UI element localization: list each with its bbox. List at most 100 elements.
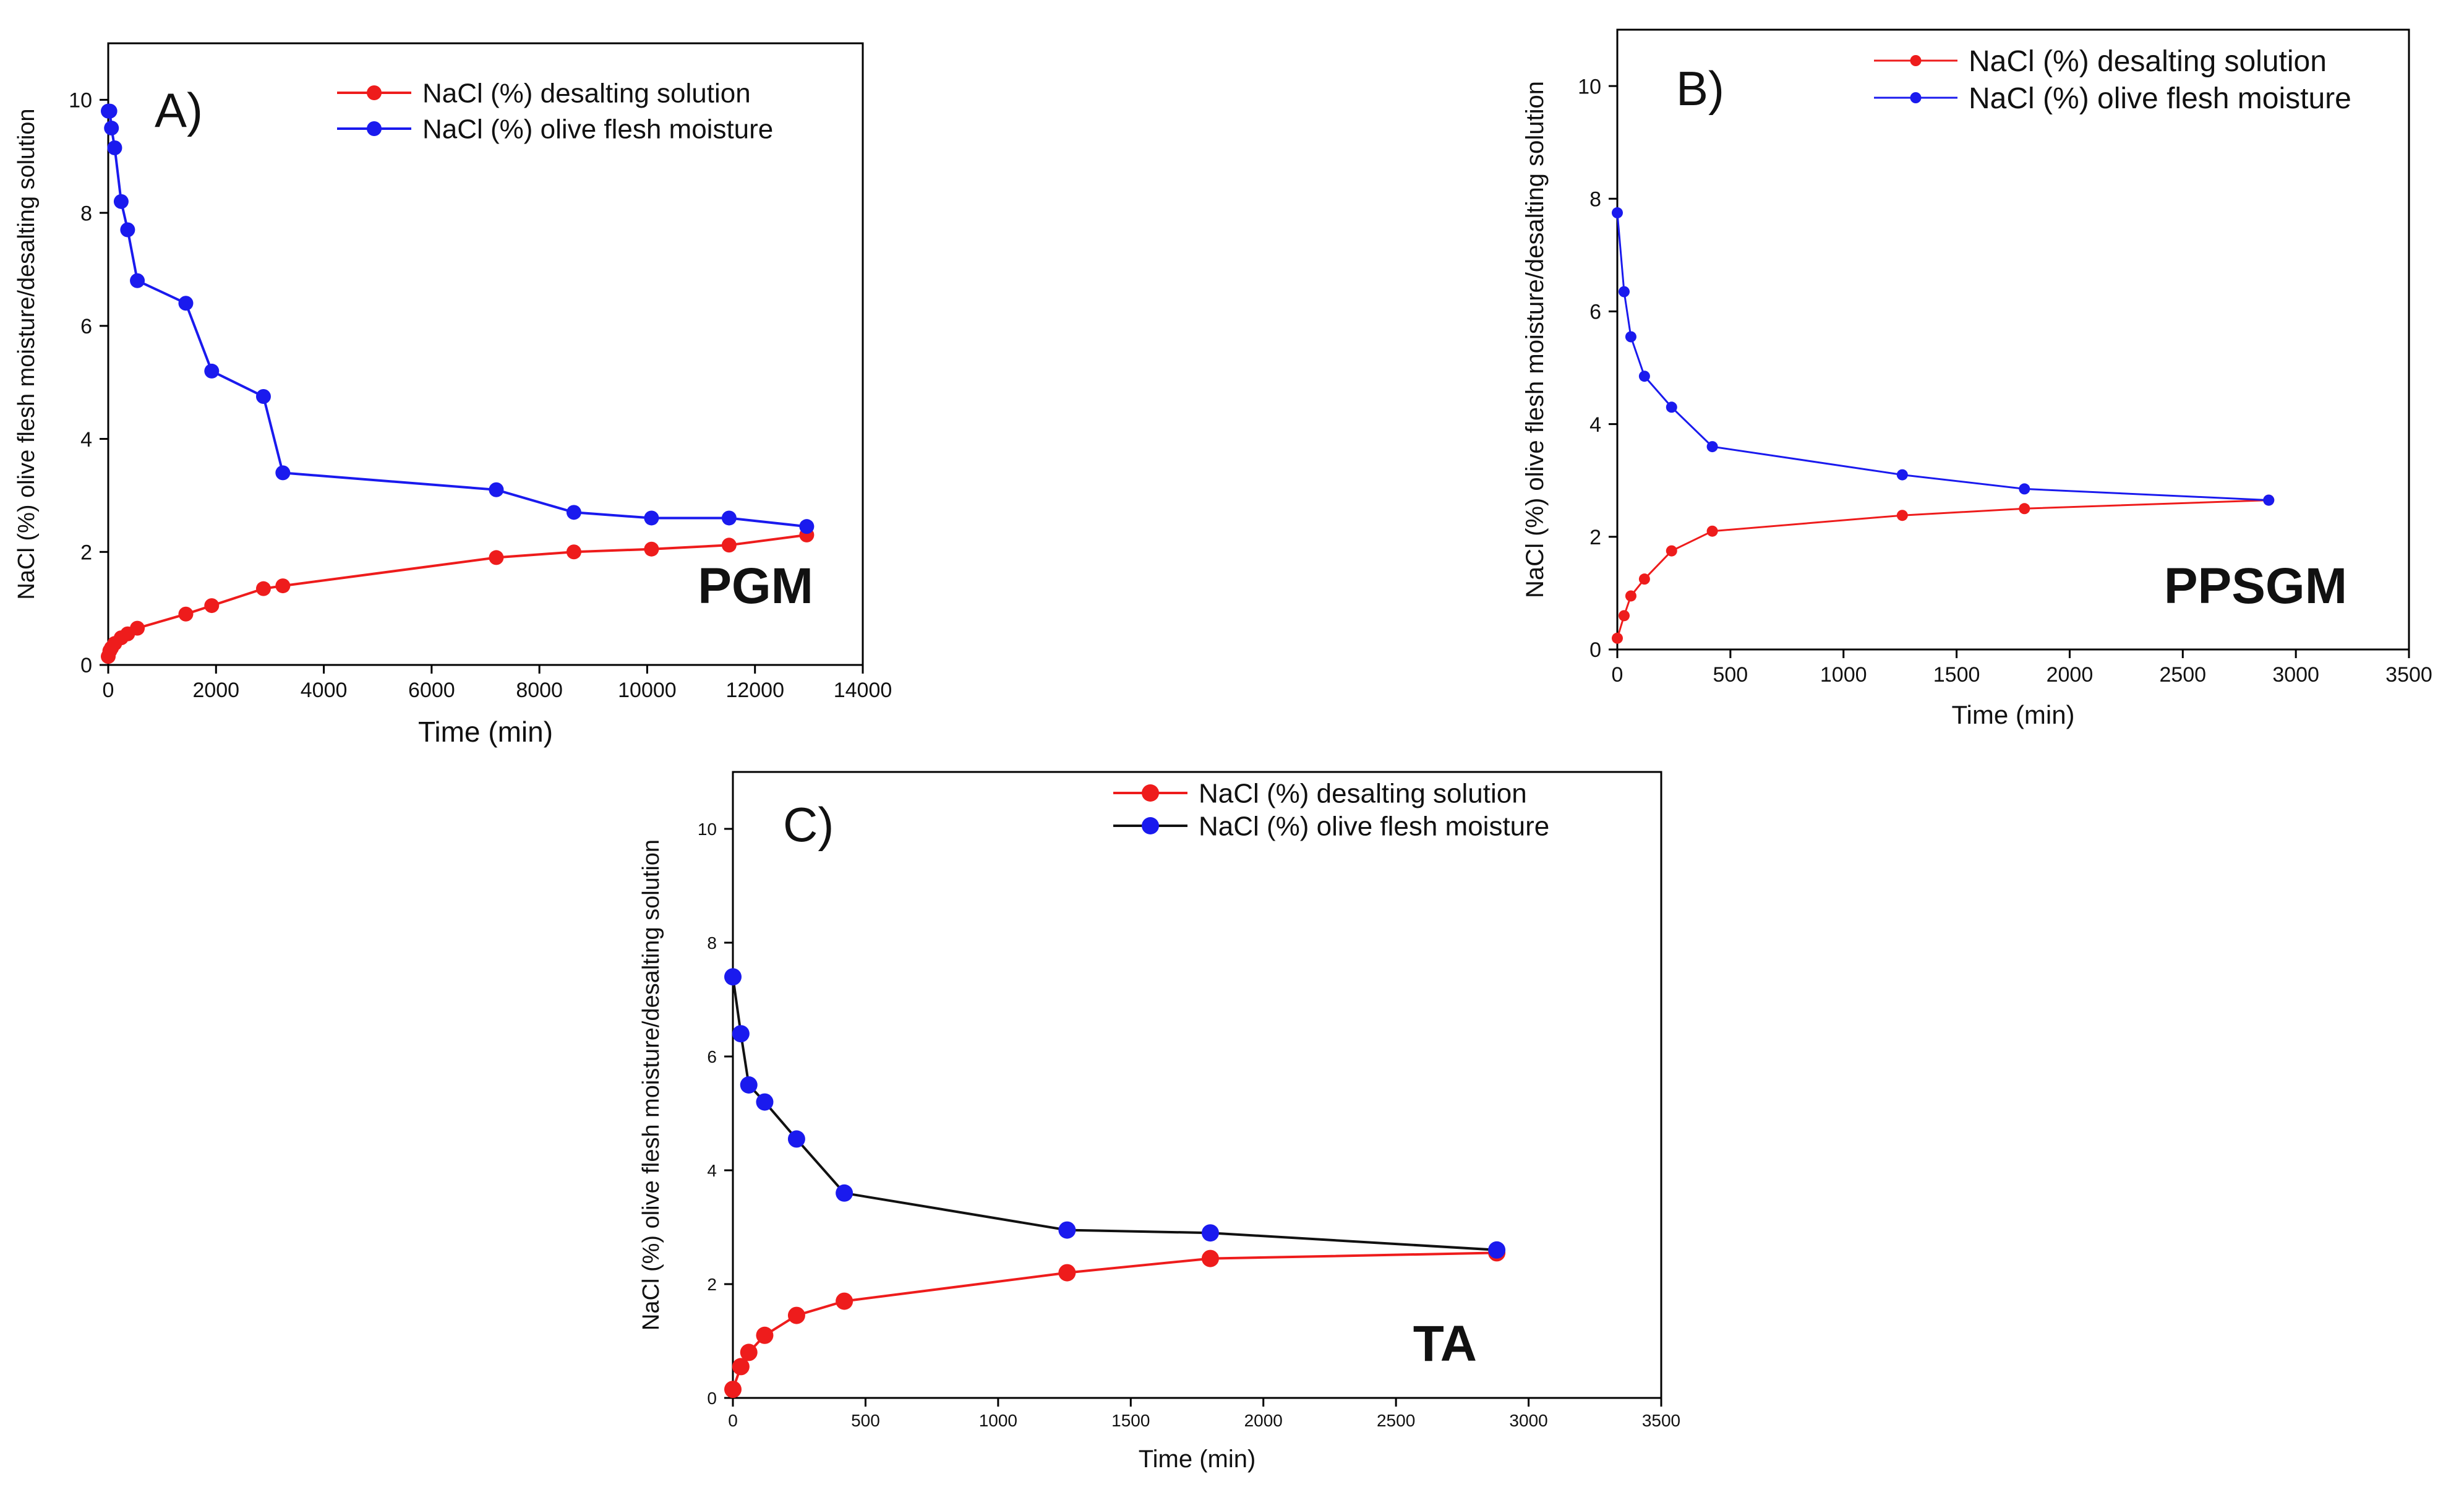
- data-point-olive-flesh-moisture: [732, 1025, 750, 1043]
- data-point-olive-flesh-moisture: [799, 519, 815, 534]
- x-tick-label: 3000: [2272, 663, 2319, 687]
- data-point-desalting-solution: [178, 606, 194, 622]
- y-tick-label: 2: [80, 541, 92, 565]
- data-point-desalting-solution: [732, 1358, 750, 1376]
- data-point-olive-flesh-moisture: [724, 968, 742, 986]
- y-tick-label: 0: [80, 654, 92, 677]
- data-point-desalting-solution: [275, 578, 291, 594]
- data-point-olive-flesh-moisture: [1638, 371, 1650, 382]
- legend-marker-olive-flesh-moisture: [1142, 817, 1159, 834]
- data-point-desalting-solution: [724, 1381, 742, 1399]
- x-tick-label: 0: [728, 1411, 738, 1430]
- data-point-olive-flesh-moisture: [1058, 1221, 1076, 1239]
- x-tick-label: 6000: [408, 679, 455, 702]
- data-point-desalting-solution: [740, 1343, 758, 1361]
- data-point-desalting-solution: [1201, 1249, 1219, 1267]
- panel-letter: C): [783, 797, 834, 852]
- legend-marker-desalting-solution: [1142, 784, 1159, 802]
- data-point-olive-flesh-moisture: [566, 505, 581, 520]
- x-tick-label: 12000: [725, 679, 784, 702]
- legend-marker-olive-flesh-moisture: [367, 121, 382, 136]
- data-point-olive-flesh-moisture: [1618, 286, 1630, 298]
- data-point-olive-flesh-moisture: [275, 465, 291, 481]
- panel-group-label: TA: [1413, 1316, 1477, 1372]
- data-point-olive-flesh-moisture: [1201, 1224, 1219, 1242]
- data-point-olive-flesh-moisture: [489, 482, 504, 497]
- data-point-desalting-solution: [756, 1326, 774, 1344]
- x-axis-title: Time (min): [418, 716, 553, 748]
- series-line-olive-flesh-moisture: [108, 109, 807, 528]
- x-tick-label: 0: [103, 679, 114, 702]
- data-point-desalting-solution: [1706, 525, 1718, 537]
- x-axis-title: Time (min): [1951, 700, 2074, 729]
- data-point-olive-flesh-moisture: [120, 222, 135, 238]
- x-tick-label: 500: [851, 1411, 880, 1430]
- data-point-olive-flesh-moisture: [204, 363, 220, 379]
- data-point-olive-flesh-moisture: [721, 510, 737, 526]
- y-tick-label: 8: [707, 933, 717, 953]
- x-tick-label: 8000: [516, 679, 563, 702]
- y-axis-title: NaCl (%) olive flesh moisture/desalting …: [638, 839, 664, 1331]
- panel-group-label: PGM: [698, 558, 813, 614]
- data-point-olive-flesh-moisture: [836, 1184, 853, 1202]
- data-point-olive-flesh-moisture: [1896, 469, 1908, 481]
- chart-svg-ta: 0 500 1000 1500 2000 2500 3000 3500 0 2 4 6 8 10 Time …: [638, 771, 1680, 1473]
- data-point-desalting-solution: [255, 581, 271, 596]
- series-line-olive-flesh-moisture: [1616, 212, 2269, 502]
- x-tick-label: 2000: [1244, 1411, 1283, 1430]
- y-tick-label: 8: [80, 202, 92, 225]
- data-point-olive-flesh-moisture: [1666, 401, 1677, 413]
- data-point-desalting-solution: [836, 1292, 853, 1310]
- legend-marker-olive-flesh-moisture: [1910, 92, 1922, 103]
- y-tick-label: 0: [707, 1389, 717, 1408]
- data-point-olive-flesh-moisture: [102, 103, 118, 119]
- plot-frame: [107, 42, 864, 666]
- x-tick-label: 2000: [2047, 663, 2094, 687]
- chart-panel-ta: 0 500 1000 1500 2000 2500 3000 3500 0 2 4 6 8 10 Time …: [625, 742, 1707, 1487]
- data-point-olive-flesh-moisture: [787, 1130, 805, 1148]
- x-tick-label: 1000: [1820, 663, 1867, 687]
- y-axis-title: NaCl (%) olive flesh moisture/desalting …: [14, 108, 40, 599]
- x-tick-label: 2500: [2159, 663, 2206, 687]
- panel-group-label: PPSGM: [2164, 558, 2347, 614]
- y-tick-label: 0: [1589, 638, 1601, 662]
- data-point-desalting-solution: [130, 620, 145, 636]
- y-tick-label: 4: [707, 1161, 717, 1180]
- data-point-olive-flesh-moisture: [1706, 441, 1718, 453]
- x-tick-label: 4000: [301, 679, 348, 702]
- data-point-desalting-solution: [489, 550, 504, 565]
- data-point-desalting-solution: [787, 1306, 805, 1324]
- chart-panel-pgm: 0 2000 4000 6000 8000 10000 12000 14000 0 2 4 6 8 10 T…: [0, 0, 915, 748]
- y-tick-label: 8: [1589, 188, 1601, 212]
- legend-label-olive-flesh-moisture: NaCl (%) olive flesh moisture: [1199, 811, 1549, 841]
- data-point-desalting-solution: [566, 544, 581, 560]
- legend-label-olive-flesh-moisture: NaCl (%) olive flesh moisture: [422, 114, 773, 144]
- data-point-olive-flesh-moisture: [1612, 207, 1623, 219]
- y-tick-label: 6: [707, 1047, 717, 1066]
- x-tick-label: 2000: [192, 679, 239, 702]
- data-point-desalting-solution: [721, 538, 737, 553]
- legend-label-desalting-solution: NaCl (%) desalting solution: [1969, 45, 2327, 78]
- x-tick-label: 3500: [1642, 1411, 1680, 1430]
- y-tick-label: 4: [1589, 413, 1601, 437]
- x-tick-label: 500: [1713, 663, 1748, 687]
- panel-letter: A): [155, 83, 203, 137]
- series-line-desalting-solution: [732, 1251, 1497, 1390]
- data-point-desalting-solution: [1625, 590, 1636, 602]
- data-point-desalting-solution: [2019, 503, 2030, 515]
- x-tick-label: 3000: [1509, 1411, 1547, 1430]
- data-point-olive-flesh-moisture: [644, 510, 659, 526]
- x-tick-label: 1500: [1111, 1411, 1150, 1430]
- chart-panel-ppsgm: 0 500 1000 1500 2000 2500 3000 3500 0 2 4 6 8 10 Time …: [1509, 0, 2464, 767]
- data-point-olive-flesh-moisture: [2263, 494, 2275, 506]
- data-point-olive-flesh-moisture: [255, 389, 271, 405]
- data-point-desalting-solution: [1618, 610, 1630, 622]
- y-tick-label: 6: [1589, 301, 1601, 324]
- x-tick-label: 1000: [979, 1411, 1017, 1430]
- data-point-olive-flesh-moisture: [2019, 483, 2030, 495]
- data-point-desalting-solution: [1896, 510, 1908, 521]
- legend-marker-desalting-solution: [367, 85, 382, 100]
- data-point-olive-flesh-moisture: [178, 296, 194, 311]
- chart-svg-pgm: 0 2000 4000 6000 8000 10000 12000 14000 0 2 4 6 8 10 T…: [14, 42, 892, 748]
- x-tick-label: 14000: [834, 679, 892, 702]
